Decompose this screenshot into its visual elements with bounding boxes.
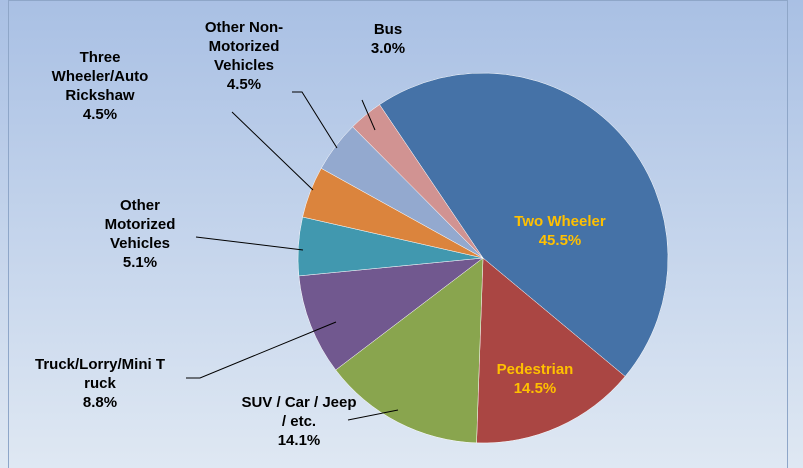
value-label: 4.5%	[226, 76, 262, 93]
slice	[352, 104, 484, 259]
plot-frame	[8, 0, 788, 468]
category-label: Three Wheeler/Auto Rickshaw	[51, 49, 149, 104]
value-label: 4.5%	[82, 106, 118, 123]
value-label: 3.0%	[370, 40, 406, 57]
value-label: 8.8%	[82, 394, 118, 411]
value-label: 14.1%	[277, 432, 321, 449]
leader-line	[186, 321, 337, 379]
category-label: Truck/Lorry/Mini Truck	[34, 356, 166, 392]
slice	[298, 257, 484, 371]
category-label: SUV / Car / Jeep / etc.	[241, 394, 357, 430]
value-label: 45.5%	[538, 232, 582, 249]
slice-label: Other Non-Motorized Vehicles 4.5%	[190, 18, 298, 94]
category-label: Bus	[373, 21, 403, 38]
slice-label: Pedestrian 14.5%	[470, 360, 600, 398]
value-label: 14.5%	[513, 380, 557, 397]
slice	[476, 257, 626, 444]
value-label: 5.1%	[122, 254, 158, 271]
leader-line	[361, 99, 376, 131]
leader-line	[231, 111, 314, 191]
slices	[297, 72, 669, 444]
slice-label: Truck/Lorry/Mini Truck 8.8%	[34, 355, 166, 412]
slice-label: Two Wheeler 45.5%	[500, 212, 620, 250]
category-label: Pedestrian	[496, 361, 574, 378]
leader-line	[195, 236, 304, 251]
leader-line	[347, 409, 399, 421]
leader-line	[292, 91, 338, 149]
category-label: Other Non-Motorized Vehicles	[204, 19, 284, 74]
slice	[335, 257, 484, 444]
slice-label: Three Wheeler/Auto Rickshaw 4.5%	[42, 48, 158, 124]
slice	[379, 72, 669, 377]
slice-label: SUV / Car / Jeep / etc. 14.1%	[240, 393, 358, 450]
slice-label: Bus 3.0%	[348, 20, 428, 58]
category-label: Other Motorized Vehicles	[104, 197, 176, 252]
category-label: Two Wheeler	[514, 213, 606, 230]
slice-label: Other Motorized Vehicles 5.1%	[90, 196, 190, 272]
